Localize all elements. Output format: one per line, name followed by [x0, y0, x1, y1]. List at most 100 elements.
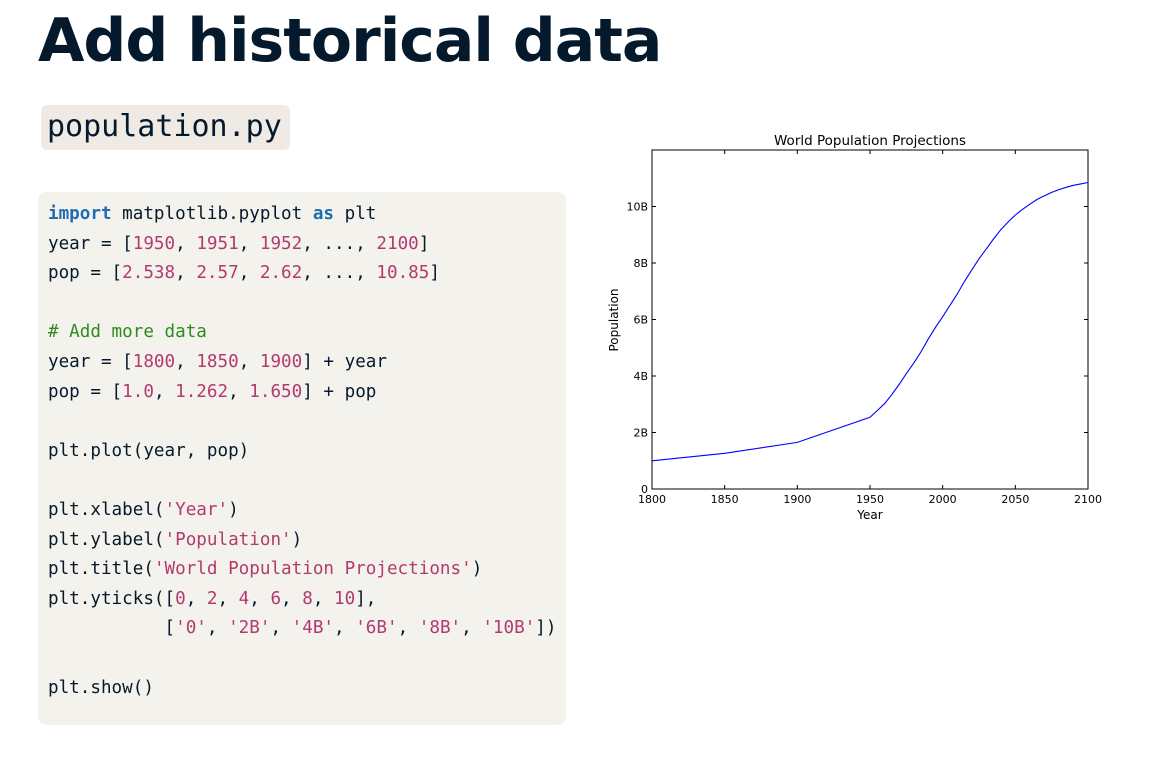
y-tick-label: 6B — [633, 314, 648, 327]
population-series-line — [651, 181, 1089, 462]
chart-svg: World Population Projections 0 2B 4B 6B 8B 10… — [607, 133, 1102, 522]
code-token: 4 — [238, 588, 250, 609]
code-token: 1952 — [259, 233, 303, 254]
code-token: ] + year — [302, 352, 387, 372]
code-token: , — [153, 381, 176, 402]
code-token: 8 — [302, 588, 313, 609]
code-token: 1.262 — [175, 381, 229, 402]
code-block: import matplotlib.pyplot as plt year = [1… — [38, 192, 566, 725]
code-token: 1800 — [132, 352, 176, 372]
code-token: 'World Population Projections' — [153, 559, 472, 580]
code-token: 10.85 — [376, 263, 430, 284]
code-token: pop = [ — [48, 381, 123, 402]
population-chart: World Population Projections 0 2B 4B 6B 8B 10… — [590, 126, 1130, 540]
code-line: # Add more data — [48, 321, 207, 343]
code-token: 'Population' — [164, 529, 292, 550]
code-token: import — [48, 204, 112, 224]
y-tick-label: 4B — [633, 370, 648, 383]
code-token: 2.57 — [196, 263, 239, 284]
code-token: plt.yticks([ — [48, 588, 176, 609]
code-token: , — [397, 618, 419, 639]
code-line: plt.yticks([0, 2, 4, 6, 8, 10], — [48, 588, 376, 610]
code-line: plt.plot(year, pop) — [48, 440, 249, 462]
code-token: plt.ylabel( — [48, 529, 165, 550]
code-token: , — [461, 618, 483, 639]
code-token: ) — [471, 559, 483, 580]
code-token: , — [175, 233, 197, 254]
slide-title: Add historical data — [38, 6, 662, 76]
file-name-tag: population.py — [41, 105, 290, 150]
code-token: 1.0 — [122, 381, 154, 402]
code-line: plt.show() — [48, 677, 154, 699]
code-token: plt.xlabel( — [48, 500, 165, 520]
code-token: plt.title( — [48, 559, 154, 580]
code-token: , — [270, 618, 292, 639]
code-line: pop = [1.0, 1.262, 1.650] + pop — [48, 381, 376, 403]
code-line: plt.xlabel('Year') — [48, 499, 239, 521]
code-token: ], — [355, 588, 377, 609]
code-token: 1850 — [196, 352, 239, 372]
code-line: year = [1950, 1951, 1952, ..., 2100] — [48, 233, 429, 255]
code-token: # Add more data — [48, 322, 207, 343]
y-tick-label: 2B — [633, 427, 648, 440]
y-axis-ticks: 0 2B 4B 6B 8B 10B — [626, 201, 1088, 496]
code-token: ) — [228, 500, 239, 520]
code-token: plt.plot(year, pop) — [48, 440, 250, 461]
code-line: pop = [2.538, 2.57, 2.62, ..., 10.85] — [48, 262, 440, 284]
y-tick-label: 0 — [641, 483, 648, 496]
code-token: , — [206, 618, 229, 639]
code-token: , — [175, 263, 197, 284]
x-tick-label: 1900 — [783, 493, 811, 506]
code-token: 0 — [175, 588, 186, 609]
code-token: 1.650 — [249, 381, 303, 402]
code-token: , — [312, 588, 335, 609]
code-token: pop = [ — [48, 263, 123, 284]
code-token: 1951 — [196, 233, 239, 254]
code-token: '8B' — [418, 618, 462, 639]
code-token: year = [ — [48, 233, 133, 254]
code-token: , — [238, 352, 260, 372]
code-token: 2 — [206, 588, 218, 609]
code-token: '0' — [175, 618, 207, 639]
x-tick-label: 2100 — [1074, 493, 1102, 506]
code-token: , — [334, 618, 356, 639]
code-line: ['0', '2B', '4B', '6B', '8B', '10B']) — [48, 617, 557, 639]
code-token: 'Year' — [164, 500, 229, 520]
code-line: import matplotlib.pyplot as plt — [48, 203, 376, 225]
code-token: 2.538 — [122, 263, 176, 284]
code-token: 2.62 — [259, 263, 303, 284]
code-token: , — [175, 352, 197, 372]
plot-frame — [651, 149, 1089, 490]
y-axis-label: Population — [607, 288, 621, 351]
x-axis-label: Year — [856, 508, 882, 522]
code-token: [ — [48, 618, 176, 639]
code-token: 2100 — [376, 233, 419, 254]
code-token: , — [185, 588, 207, 609]
code-token: plt.show() — [48, 677, 154, 698]
code-token: , — [238, 233, 260, 254]
x-tick-label: 2050 — [1001, 493, 1029, 506]
x-tick-label: 2000 — [929, 493, 957, 506]
code-token: '6B' — [355, 618, 398, 639]
y-tick-label: 10B — [626, 201, 648, 214]
code-token: plt — [334, 204, 377, 224]
code-token: , — [249, 588, 271, 609]
code-token: '4B' — [291, 618, 335, 639]
x-tick-label: 1950 — [856, 493, 884, 506]
code-token: , ..., — [302, 233, 377, 254]
code-token: 1950 — [132, 233, 176, 254]
code-token: 6 — [270, 588, 282, 609]
x-tick-label: 1850 — [711, 493, 739, 506]
code-token: ] — [418, 233, 430, 254]
code-token: 10 — [334, 588, 356, 609]
code-token: ] + pop — [302, 381, 377, 402]
code-token: 1900 — [259, 352, 303, 372]
code-token: , — [217, 588, 239, 609]
code-token: as — [312, 204, 335, 224]
code-line: plt.title('World Population Projections'… — [48, 558, 482, 580]
y-tick-label: 8B — [633, 257, 648, 270]
code-token: year = [ — [48, 352, 133, 372]
code-token: ] — [429, 263, 440, 284]
code-token: , — [228, 381, 250, 402]
chart-title: World Population Projections — [774, 133, 966, 149]
